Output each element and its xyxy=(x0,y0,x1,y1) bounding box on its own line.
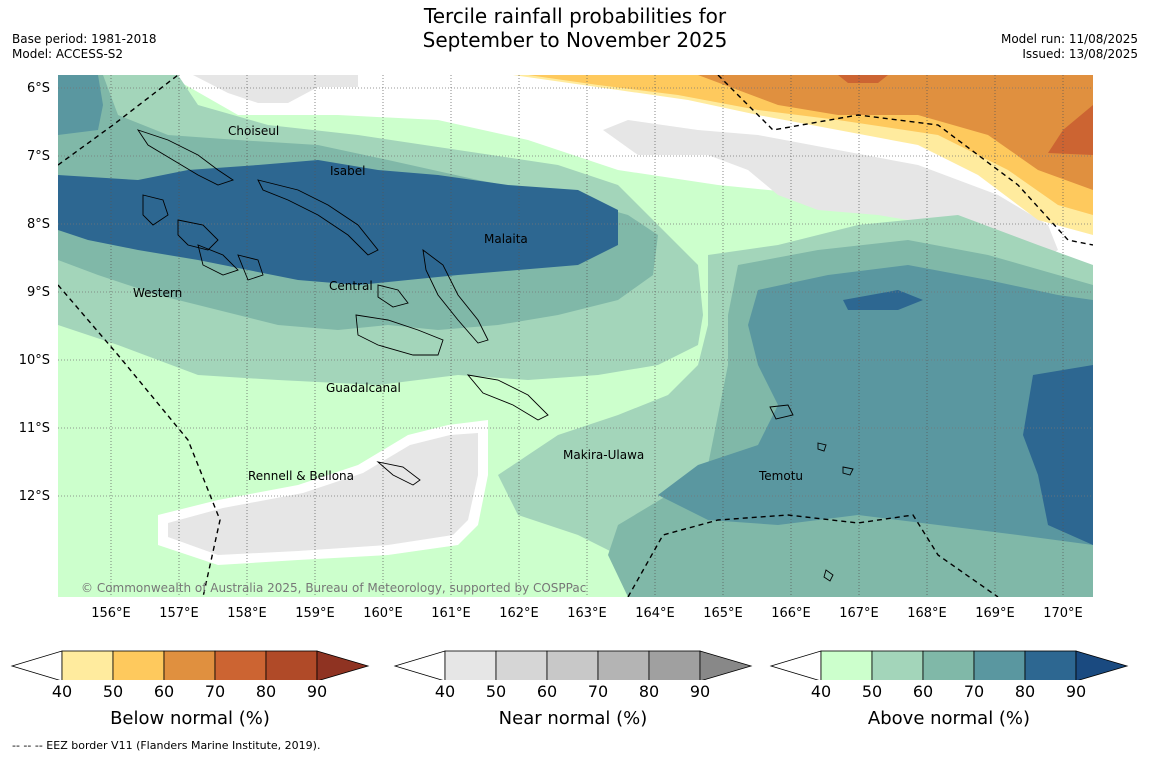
lat-label-12s: 12°S xyxy=(18,489,50,504)
label-choiseul: Choiseul xyxy=(228,124,279,138)
map-title: Tercile rainfall probabilities for Septe… xyxy=(0,4,1150,52)
island-temotu-1 xyxy=(769,404,794,420)
lon-label-161e: 161°E xyxy=(431,606,471,621)
label-temotu: Temotu xyxy=(758,469,803,483)
island-malaita xyxy=(422,248,489,344)
below-normal-80-n xyxy=(838,75,888,83)
island-small-1 xyxy=(823,569,834,582)
above-tick-70: 70 xyxy=(963,682,985,701)
lon-label-166e: 166°E xyxy=(771,606,811,621)
above-normal-80-patch xyxy=(843,290,923,310)
above-tick-60: 60 xyxy=(912,682,934,701)
base-info: Base period: 1981-2018 Model: ACCESS-S2 xyxy=(12,32,157,62)
islands xyxy=(136,129,854,582)
label-makira: Makira-Ulawa xyxy=(563,448,644,462)
label-rennell: Rennell & Bellona xyxy=(248,469,354,483)
lat-label-10s: 10°S xyxy=(18,353,50,368)
near-tick-60: 60 xyxy=(536,682,558,701)
below-tick-80: 80 xyxy=(255,682,277,701)
colorbar-below xyxy=(10,650,370,680)
below-normal-80-e xyxy=(1048,105,1093,155)
near-tick-50: 50 xyxy=(485,682,507,701)
above-normal-80-se xyxy=(1023,365,1093,545)
island-western-1 xyxy=(197,244,239,276)
near-tick-40: 40 xyxy=(434,682,456,701)
base-period: Base period: 1981-2018 xyxy=(12,32,157,46)
island-choiseul xyxy=(136,129,235,186)
lon-label-159e: 159°E xyxy=(295,606,335,621)
lat-label-7s: 7°S xyxy=(26,149,50,164)
near-tick-70: 70 xyxy=(587,682,609,701)
lon-label-170e: 170°E xyxy=(1043,606,1083,621)
below-tick-40: 40 xyxy=(51,682,73,701)
lat-label-8s: 8°S xyxy=(26,217,50,232)
above-normal-70-west xyxy=(58,75,103,135)
label-guadalcanal: Guadalcanal xyxy=(326,381,401,395)
island-western-2 xyxy=(237,254,264,281)
near-tick-90: 90 xyxy=(689,682,711,701)
island-isabel xyxy=(257,179,379,256)
label-central: Central xyxy=(329,279,373,293)
island-temotu-3 xyxy=(842,466,854,476)
model-run: Model run: 11/08/2025 xyxy=(1000,32,1138,46)
island-guadalcanal xyxy=(355,314,444,356)
above-normal-title: Above normal (%) xyxy=(867,708,1031,729)
lon-label-162e: 162°E xyxy=(499,606,539,621)
island-rennell xyxy=(376,461,421,486)
colorbars xyxy=(10,650,1129,680)
eez-borders xyxy=(58,75,1093,597)
above-tick-80: 80 xyxy=(1014,682,1036,701)
below-tick-60: 60 xyxy=(153,682,175,701)
lon-label-157e: 157°E xyxy=(159,606,199,621)
lon-label-165e: 165°E xyxy=(703,606,743,621)
title-line-2: September to November 2025 xyxy=(422,28,728,52)
below-normal-70 xyxy=(698,75,1093,190)
lat-label-6s: 6°S xyxy=(26,81,50,96)
colorbar-near xyxy=(393,650,753,680)
region-labels: Choiseul Isabel Malaita Western Central … xyxy=(133,124,803,483)
below-tick-70: 70 xyxy=(204,682,226,701)
issued-date: Issued: 13/08/2025 xyxy=(1022,47,1138,61)
label-isabel: Isabel xyxy=(330,164,365,178)
lon-label-163e: 163°E xyxy=(567,606,607,621)
island-new-georgia-2 xyxy=(177,219,219,251)
below-tick-50: 50 xyxy=(102,682,124,701)
island-makira xyxy=(466,374,549,421)
model-name: Model: ACCESS-S2 xyxy=(12,47,124,61)
near-tick-80: 80 xyxy=(638,682,660,701)
run-info: Model run: 11/08/2025 Issued: 13/08/2025 xyxy=(1001,32,1138,62)
below-normal-title: Below normal (%) xyxy=(110,708,270,729)
lon-label-158e: 158°E xyxy=(227,606,267,621)
lon-label-160e: 160°E xyxy=(363,606,403,621)
title-line-1: Tercile rainfall probabilities for xyxy=(423,4,727,28)
above-normal-80-west xyxy=(58,160,618,285)
lon-label-156e: 156°E xyxy=(91,606,131,621)
near-normal-north xyxy=(193,75,358,103)
near-normal-south-grey xyxy=(168,433,478,555)
above-tick-50: 50 xyxy=(861,682,883,701)
label-western: Western xyxy=(133,286,182,300)
copyright: © Commonwealth of Australia 2025, Bureau… xyxy=(81,581,586,595)
above-tick-90: 90 xyxy=(1065,682,1087,701)
label-malaita: Malaita xyxy=(484,232,528,246)
lon-label-169e: 169°E xyxy=(975,606,1015,621)
above-tick-40: 40 xyxy=(810,682,832,701)
below-tick-90: 90 xyxy=(306,682,328,701)
lon-label-167e: 167°E xyxy=(839,606,879,621)
lon-gridlines xyxy=(110,75,1064,597)
lat-label-9s: 9°S xyxy=(26,285,50,300)
island-temotu-2 xyxy=(817,442,827,452)
colorbar-above xyxy=(769,650,1129,680)
island-central xyxy=(377,284,409,308)
lat-label-11s: 11°S xyxy=(18,421,50,436)
lon-label-168e: 168°E xyxy=(907,606,947,621)
near-normal-title: Near normal (%) xyxy=(498,708,648,729)
island-new-georgia xyxy=(142,194,169,226)
probability-map: Choiseul Isabel Malaita Western Central … xyxy=(58,75,1093,597)
eez-footnote: -- -- -- EEZ border V11 (Flanders Marine… xyxy=(12,739,321,752)
above-normal-70-east xyxy=(658,265,1093,545)
lon-label-164e: 164°E xyxy=(635,606,675,621)
